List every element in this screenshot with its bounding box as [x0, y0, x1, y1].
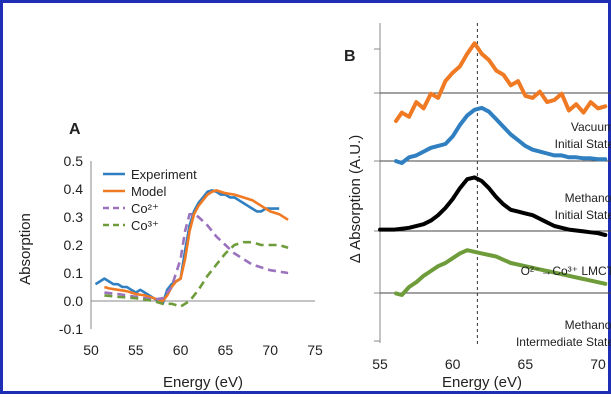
panel-b-xlabel: Energy (eV): [442, 374, 522, 391]
panel-b-trace-label: Initial State: [555, 137, 611, 151]
panel-a-legend-label: Experiment: [131, 167, 197, 182]
panel-a-legend-label: Co²⁺: [131, 201, 159, 216]
panel-b-xtick-label: 55: [372, 356, 388, 372]
figure-svg: A Energy (eV) Absorption B Energy (eV) Δ…: [17, 23, 611, 391]
panel-a-series-line: [104, 212, 289, 301]
panel-b-trace: [378, 175, 608, 237]
panel-b-xtick-label: 60: [445, 356, 461, 372]
panel-a-xtick-label: 50: [83, 342, 99, 358]
panel-b-trace-label: Methanol: [565, 318, 611, 332]
panel-b-trace-label: Intermediate State: [516, 335, 611, 349]
panel-b-trace: [394, 41, 608, 123]
panel-a-series-line: [104, 240, 289, 308]
panel-a-xtick-label: 75: [307, 342, 323, 358]
panel-a-series-line: [104, 189, 289, 303]
panel-a-ytick-label: 0.2: [64, 237, 84, 253]
panel-b-trace: [394, 248, 608, 297]
panel-b-ylabel: Δ Absorption (A.U.): [347, 135, 364, 263]
panel-a-ytick-label: 0.3: [64, 209, 84, 225]
panel-a-ytick-label: 0.0: [64, 293, 84, 309]
panel-a-legend-label: Co³⁺: [131, 218, 159, 233]
panel-b-xtick-label: 65: [518, 356, 534, 372]
panel-a-ylabel: Absorption: [17, 213, 34, 285]
panel-b-trace-label: Methanol: [565, 191, 611, 205]
panel-a-xtick-label: 65: [218, 342, 234, 358]
panel-a-label: A: [69, 121, 81, 138]
panel-a-ytick-label: 0.5: [64, 153, 84, 169]
panel-a-plot: -0.1 0.0 0.1 0.2 0.3 0.4 0.5 50 55 60 65 70 75 Experi…: [59, 153, 323, 358]
panel-a-xtick-label: 55: [128, 342, 144, 358]
panel-b-trace-label: Vacuum: [571, 120, 611, 134]
panel-b-trace-label: O²⁻→Co³⁺ LMCT: [521, 264, 611, 278]
panel-a-ytick-label: 0.4: [64, 181, 84, 197]
panel-a-ytick-label: -0.1: [59, 321, 83, 337]
panel-b-label: B: [344, 48, 356, 65]
panel-b-plot: 55 60 65 70 Vacuum Initial State Methanol Initi…: [372, 23, 611, 372]
panel-b-xtick-label: 70: [590, 356, 606, 372]
panel-a-xtick-label: 70: [262, 342, 278, 358]
panel-a-xlabel: Energy (eV): [163, 374, 243, 391]
panel-a-ytick-label: 0.1: [64, 265, 84, 281]
panel-b-trace: [394, 105, 608, 165]
panel-b-trace-label: Initial State: [555, 208, 611, 222]
panel-a-xtick-label: 60: [173, 342, 189, 358]
panel-a-legend-label: Model: [131, 184, 167, 199]
